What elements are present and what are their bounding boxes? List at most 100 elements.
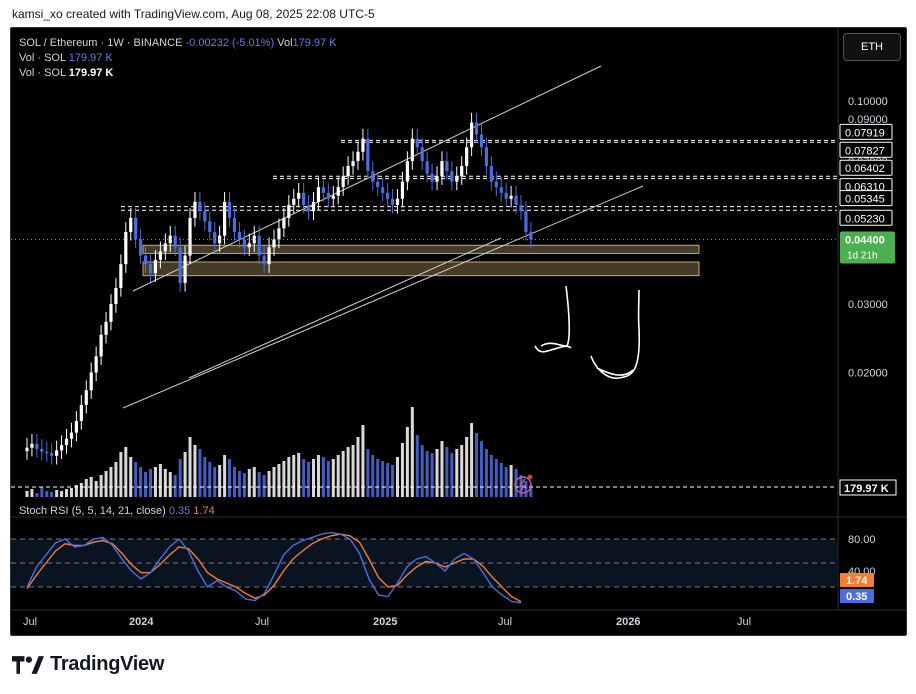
candle-body <box>420 147 424 162</box>
volume-bar <box>55 490 59 497</box>
volume-bar <box>158 464 162 497</box>
volume-bar <box>282 461 286 497</box>
channel-line <box>132 65 602 292</box>
level-tag <box>839 209 893 226</box>
volume-bar <box>425 451 429 497</box>
candle-body <box>25 447 29 452</box>
time-axis-label: Jul <box>255 616 269 628</box>
candle-body <box>104 321 108 335</box>
support-zone <box>142 244 700 254</box>
time-axis-label: 2026 <box>616 616 640 628</box>
candle-body <box>50 453 54 456</box>
volume-bar <box>134 462 138 497</box>
volume-bar <box>104 471 108 497</box>
tradingview-brand[interactable]: TradingView <box>12 653 164 676</box>
candle-body <box>509 195 513 199</box>
symbol-label[interactable]: SOL / Ethereum · 1W · BINANCE <box>19 37 183 49</box>
volume-bar <box>445 447 449 497</box>
volume-bar <box>163 469 167 497</box>
candle-body <box>489 166 493 182</box>
price-tick-label: 0.03000 <box>848 299 888 311</box>
volume-bar <box>440 441 444 497</box>
candle-body <box>158 251 162 260</box>
candle-body <box>386 192 390 199</box>
candle-body <box>143 255 148 265</box>
price-tick-label: 0.09000 <box>848 114 888 126</box>
candle-body <box>321 187 325 193</box>
volume-bar <box>218 465 222 497</box>
stoch-legend: Stoch RSI (5, 5, 14, 21, close) 0.35 1.7… <box>19 505 215 517</box>
level-tag-label: 0.05345 <box>845 194 885 206</box>
candle-body <box>514 195 518 205</box>
candle-body <box>59 445 64 451</box>
candle-body <box>30 443 34 448</box>
volume-bar <box>188 437 192 497</box>
volume-bar <box>203 457 207 497</box>
candle-body <box>208 221 212 232</box>
candle-body <box>45 451 49 454</box>
volume-bar <box>312 459 316 497</box>
support-zone <box>142 261 700 277</box>
candle-body <box>435 176 439 182</box>
candle-body <box>316 187 321 202</box>
alert-dot <box>527 474 533 480</box>
volume-bar <box>99 475 103 497</box>
candle-body <box>479 134 484 148</box>
volume-bar <box>470 423 474 497</box>
candle-body <box>129 217 133 232</box>
candle-body <box>232 217 237 232</box>
volume-bar <box>153 467 157 497</box>
chart-legend: SOL / Ethereum · 1W · BINANCE -0.00232 (… <box>19 36 337 81</box>
candle-body <box>366 138 370 172</box>
volume-bar <box>346 447 350 497</box>
volume-bar <box>257 472 261 497</box>
candle-body <box>213 231 217 244</box>
volume-bar <box>499 463 503 497</box>
currency-button[interactable]: ETH <box>843 33 901 61</box>
price-chart-svg[interactable]: 0.100000.090000.070000.060000.050000.030… <box>11 28 906 635</box>
chart-panel[interactable]: 0.100000.090000.070000.060000.050000.030… <box>10 27 907 636</box>
stoch-k-tag-label: 0.35 <box>846 591 867 603</box>
last-price-label: 0.04400 <box>845 234 885 246</box>
candle-body <box>484 147 489 167</box>
level-tag-label: 0.07919 <box>845 127 885 139</box>
stoch-k-tag <box>840 589 874 603</box>
attribution-text: kamsi_xo created with TradingView.com, A… <box>12 7 375 21</box>
channel-line <box>122 185 644 409</box>
price-tick-label: 0.02000 <box>848 367 888 379</box>
candle-body <box>272 239 276 248</box>
volume-bar <box>460 445 464 497</box>
lightning-bolt-icon <box>518 478 526 492</box>
volume-bar <box>242 473 246 497</box>
volume-bar <box>124 447 128 497</box>
candle-body <box>504 192 508 199</box>
stoch-d-tag-label: 1.74 <box>846 575 868 587</box>
volume-bar <box>376 459 380 497</box>
candle-body <box>302 192 306 205</box>
volume-bar <box>139 467 143 497</box>
stoch-title[interactable]: Stoch RSI (5, 5, 14, 21, close) <box>19 505 166 517</box>
candle-body <box>470 122 474 148</box>
tradingview-wordmark: TradingView <box>50 653 165 675</box>
candle-body <box>119 264 123 288</box>
volume-bar <box>45 491 49 497</box>
candle-body <box>223 201 227 236</box>
level-tag-label: 0.07827 <box>845 145 885 157</box>
lightning-badge-icon <box>514 476 532 494</box>
candle-body <box>341 176 345 188</box>
volume-bar <box>420 445 424 497</box>
volume-bar <box>292 455 296 497</box>
volume-bar <box>391 465 395 497</box>
candle-body <box>287 204 291 218</box>
candle-body <box>297 192 301 199</box>
volume-bar <box>262 475 266 497</box>
volume-bar <box>509 465 513 497</box>
candle-body <box>134 217 138 240</box>
candle-body <box>84 390 88 405</box>
volume-bar <box>149 469 152 497</box>
volume-bar <box>307 462 311 497</box>
volume-bar <box>267 471 271 497</box>
candle-body <box>440 161 444 177</box>
stoch-d-value: 1.74 <box>193 505 215 517</box>
volume-bar <box>321 457 325 497</box>
